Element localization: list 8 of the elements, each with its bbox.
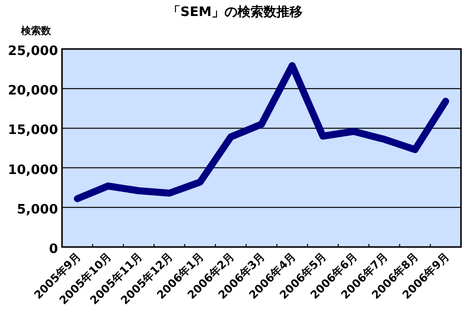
y-tick-label: 25,000 bbox=[8, 44, 58, 59]
y-tick-label: 5,000 bbox=[16, 202, 58, 218]
y-tick-label: 10,000 bbox=[8, 162, 58, 178]
y-tick-label: 20,000 bbox=[8, 84, 58, 99]
y-axis-title: 検索数 bbox=[20, 25, 52, 37]
chart-title: 「SEM」の検索数推移 bbox=[167, 4, 303, 20]
y-tick-label: 0 bbox=[48, 242, 58, 257]
y-tick-label: 15,000 bbox=[8, 123, 58, 138]
